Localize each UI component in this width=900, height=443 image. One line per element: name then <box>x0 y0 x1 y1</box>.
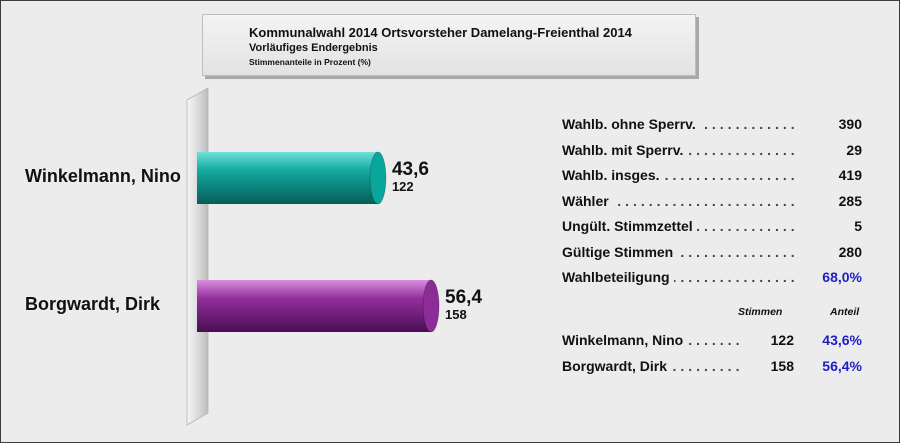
stat-label: Wahlb. insges. <box>562 167 664 183</box>
stat-value: 390 <box>838 116 862 132</box>
stat-value: 419 <box>838 167 862 183</box>
stat-row: Wahlb. mit Sperrv. .....................… <box>562 138 864 164</box>
chart-subtitle: Vorläufiges Endergebnis <box>249 42 378 54</box>
title-box: Kommunalwahl 2014 Ortsvorsteher Damelang… <box>202 14 696 76</box>
bar-end-cap <box>422 279 440 333</box>
stat-row: Wähler .............................. 28… <box>562 189 864 215</box>
result-votes: 158 <box>770 358 794 374</box>
data-label-votes: 158 <box>445 307 467 322</box>
column-header-share: Anteil <box>830 306 860 318</box>
stat-label: Wahlb. mit Sperrv. <box>562 141 688 158</box>
stat-row: Wahlb. ohne Sperrv. ....................… <box>562 112 864 138</box>
stat-label: Ungült. Stimmzettel <box>562 218 697 234</box>
stat-value: 29 <box>846 141 862 158</box>
stat-row: Wahlbeteiligung ........................… <box>562 265 864 291</box>
stat-value: 68,0% <box>822 269 862 285</box>
axis-wall <box>186 87 209 426</box>
stat-label: Wähler <box>562 192 613 209</box>
stat-label: Gültige Stimmen <box>562 243 678 260</box>
result-name: Borgwardt, Dirk <box>562 358 672 374</box>
stat-value: 280 <box>838 243 862 260</box>
column-header-votes: Stimmen <box>738 306 783 318</box>
chart-title: Kommunalwahl 2014 Ortsvorsteher Damelang… <box>249 25 632 40</box>
unit-note: Stimmenanteile in Prozent (%) <box>249 57 371 67</box>
result-name: Winkelmann, Nino <box>562 332 688 348</box>
candidate-name-label: Borgwardt, Dirk <box>25 294 161 314</box>
stat-value: 285 <box>838 192 862 209</box>
stat-label: Wahlb. ohne Sperrv. <box>562 116 700 132</box>
stat-label: Wahlbeteiligung <box>562 269 674 285</box>
stat-row: Ungült. Stimmzettel ....................… <box>562 214 864 240</box>
stat-value: 5 <box>854 218 862 234</box>
bar-end-cap <box>369 151 387 205</box>
data-label-percent: 43,6 <box>391 159 429 180</box>
result-share: 56,4% <box>822 358 862 374</box>
result-votes: 122 <box>770 332 794 348</box>
data-label-percent: 56,4 <box>445 287 483 308</box>
stat-row: Wahlb. insges. .........................… <box>562 163 864 189</box>
result-row: Borgwardt, Dirk ........................… <box>562 358 864 380</box>
candidate-name-label: Winkelmann, Nino <box>25 166 181 186</box>
result-row: Winkelmann, Nino .......................… <box>562 332 864 354</box>
bar <box>197 280 432 332</box>
data-label-votes: 122 <box>391 179 414 194</box>
stat-row: Gültige Stimmen ........................… <box>562 240 864 266</box>
bar <box>197 152 378 204</box>
stats-panel: Wahlb. ohne Sperrv. ....................… <box>562 112 864 291</box>
result-share: 43,6% <box>822 332 862 348</box>
dot-leader: .............................. <box>562 192 799 209</box>
